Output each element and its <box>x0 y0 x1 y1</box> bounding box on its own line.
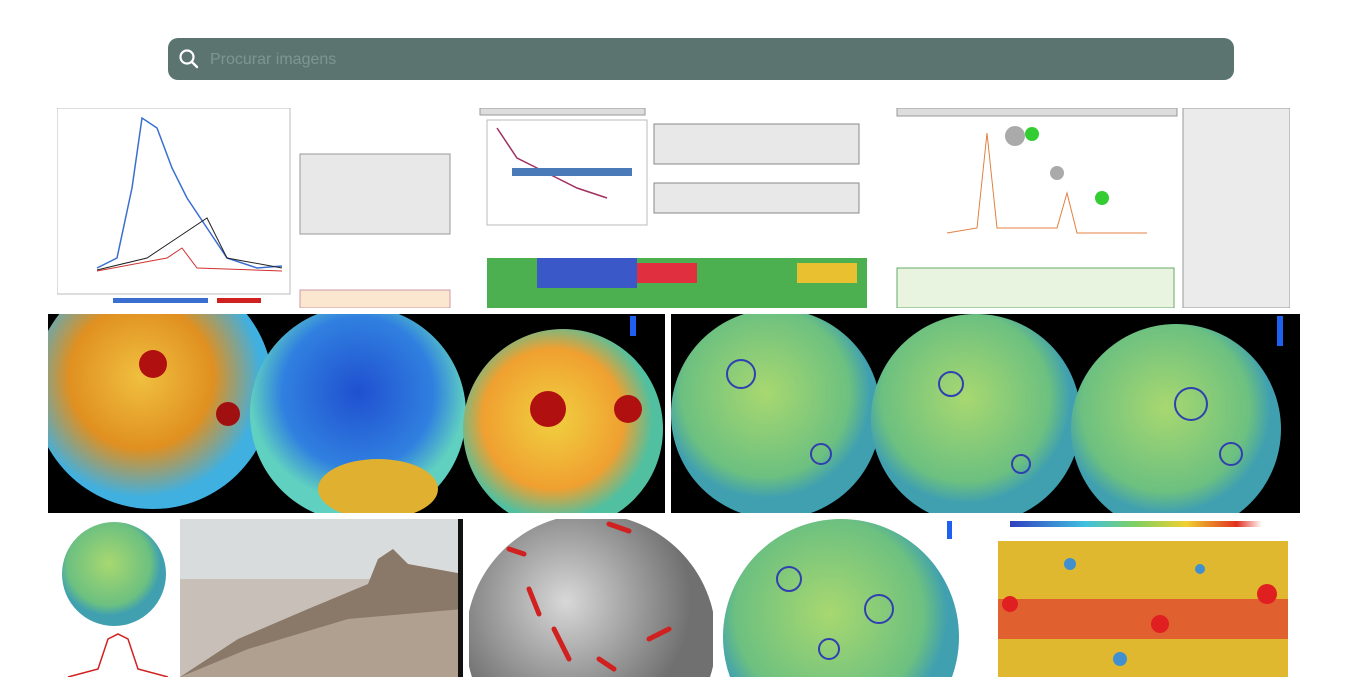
image-result[interactable] <box>48 314 665 513</box>
image-result[interactable] <box>57 108 1290 308</box>
image-thumbnail <box>48 314 663 513</box>
image-thumbnail <box>671 314 1283 513</box>
image-result[interactable] <box>469 519 713 677</box>
image-result[interactable] <box>970 519 1300 677</box>
image-thumbnail <box>57 108 1290 308</box>
image-thumbnail <box>998 521 1288 677</box>
search-icon <box>179 49 199 69</box>
image-result[interactable] <box>671 314 1300 513</box>
image-thumbnail <box>48 519 463 677</box>
image-result[interactable] <box>719 519 964 677</box>
image-result[interactable] <box>48 519 463 677</box>
search-input[interactable] <box>208 38 1212 82</box>
search-bar[interactable] <box>168 38 1234 82</box>
image-thumbnail <box>723 519 959 677</box>
image-thumbnail <box>469 519 713 677</box>
